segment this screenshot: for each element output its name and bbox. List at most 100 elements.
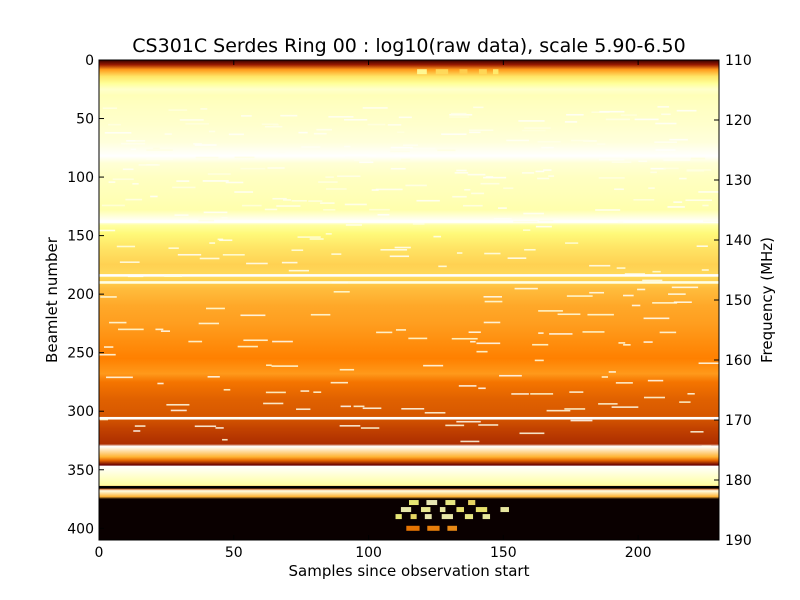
rfi-streak [437,149,456,152]
rfi-streak [387,124,402,126]
rfi-streak [237,345,258,348]
rfi-streak [537,177,550,180]
rfi-streak [638,160,648,163]
rfi-streak [696,245,708,247]
rfi-streak [467,173,486,176]
rfi-streak [617,221,624,224]
rfi-streak [698,362,719,365]
right-tick-label: 180 [725,473,752,489]
rfi-streak [272,197,287,200]
rfi-streak [629,154,642,157]
rfi-streak [121,142,146,145]
rfi-streak [669,138,688,141]
rfi-streak [116,245,136,248]
rfi-streak [377,213,390,216]
rfi-streak [673,301,692,304]
rfi-streak [698,191,719,193]
rfi-streak [133,430,141,432]
rfi-streak [623,344,631,346]
rfi-streak [331,281,348,284]
rfi-streak [339,368,355,371]
rfi-burst [441,514,453,520]
rfi-streak [325,233,332,235]
rfi-streak [663,167,679,170]
rfi-streak [99,229,116,232]
rfi-streak [206,307,225,310]
rfi-streak [222,254,245,256]
rfi-streak [371,189,379,191]
rfi-burst [435,69,449,75]
rfi-streak [519,432,545,435]
rfi-streak [566,295,593,297]
x-axis-label: Samples since observation start [289,562,530,580]
rfi-streak [541,146,554,149]
rfi-streak [518,120,545,122]
rfi-streak [202,180,229,182]
rfi-streak [168,109,188,111]
rfi-streak [103,346,114,348]
rfi-streak [265,391,286,394]
rfi-streak [333,290,350,293]
rfi-streak [503,187,514,190]
rfi-streak [701,269,709,271]
rfi-burst [426,500,438,506]
rfi-streak [362,407,382,410]
rfi-streak [271,365,299,367]
highlight-lines [99,220,719,489]
rfi-burst [456,507,464,513]
rfi-streak [506,139,530,142]
rfi-streak [281,261,298,264]
rfi-streak [127,275,144,278]
rfi-streak [266,364,272,367]
rfi-streak [208,130,216,133]
x-tick-label: 100 [355,545,382,561]
rfi-streak [345,224,362,226]
rfi-streak [652,302,678,304]
rfi-streak [339,425,361,427]
rfi-burst [410,514,417,520]
rfi-streak [400,158,411,161]
rfi-streak [476,350,488,353]
rfi-streak [389,255,410,258]
rfi-burst [409,500,419,506]
rfi-streak [523,212,544,215]
rfi-streak [441,133,467,136]
rfi-streak [106,376,133,379]
rfi-streak [198,322,220,325]
rfi-streak [483,295,502,298]
rfi-streak [194,425,217,428]
rfi-burst [395,514,402,520]
rfi-streak [458,385,477,387]
highlight-line [99,416,719,420]
rfi-streak [471,192,485,195]
rfi-streak [534,359,544,362]
rfi-streak [126,140,146,142]
rfi-streak [344,145,351,148]
rfi-streak [203,211,228,214]
rfi-streak [234,156,255,159]
rfi-streak [566,113,584,116]
rfi-streak [569,391,584,393]
rfi-streak [134,425,146,427]
rfi-streak [112,178,134,181]
rfi-streak [209,242,216,244]
rfi-streak [599,110,625,113]
rfi-burst [400,507,412,513]
rfi-streak [132,183,139,185]
rfi-streak [657,106,670,108]
rfi-streak [654,141,677,143]
rfi-streak [468,331,481,334]
rfi-streak [667,206,685,208]
rfi-streak [310,313,331,316]
rfi-streak [598,158,625,161]
rfi-streak [537,141,561,143]
rfi-burst [459,69,468,75]
right-tick-label: 120 [725,113,752,129]
rfi-streak [138,164,160,166]
highlight-line [99,281,719,284]
rfi-streak [264,208,278,211]
rfi-streak [193,143,202,145]
rfi-streak [267,167,285,169]
rfi-streak [483,176,507,179]
